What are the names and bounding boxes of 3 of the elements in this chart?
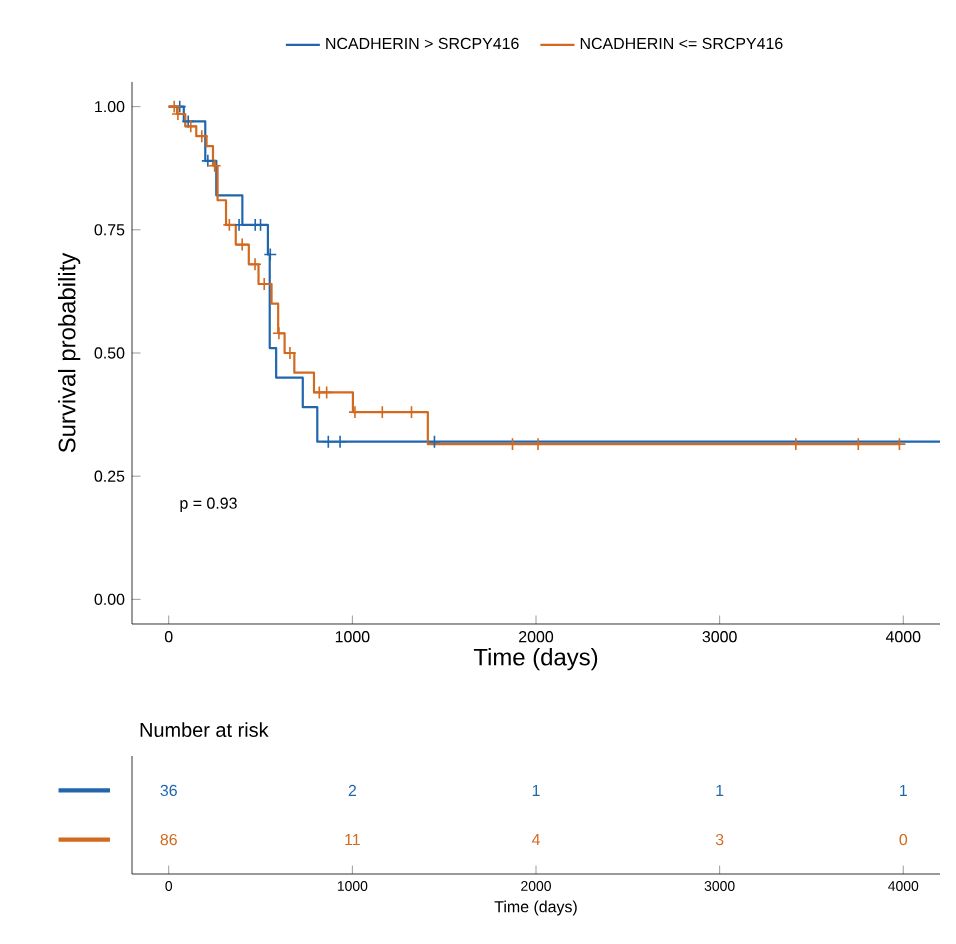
chart-title: Number at risk xyxy=(140,722,269,737)
y-axis-title: Survival probability xyxy=(57,252,81,453)
x-axis-title: Time (days) xyxy=(473,648,598,671)
